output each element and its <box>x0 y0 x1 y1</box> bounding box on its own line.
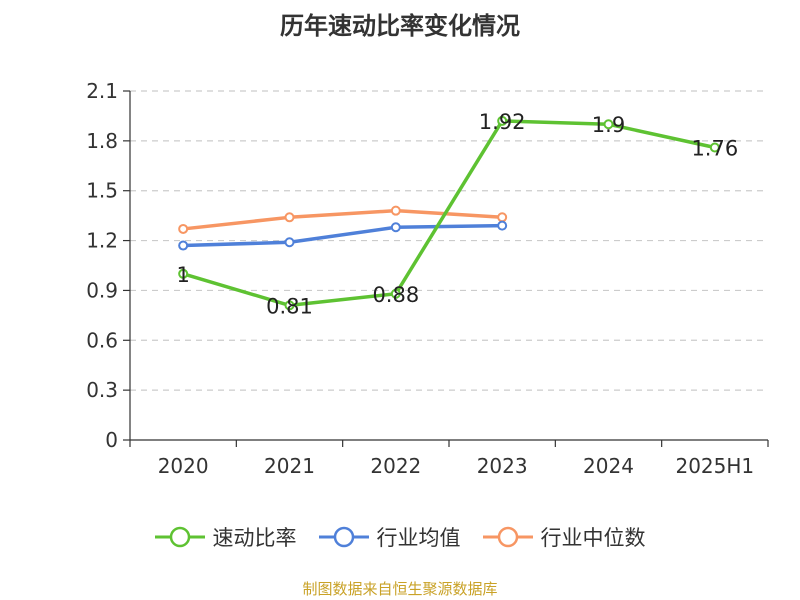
x-tick-label: 2024 <box>583 454 634 478</box>
data-label: 1.76 <box>691 137 738 161</box>
data-label: 1.9 <box>592 113 625 137</box>
legend-label: 行业中位数 <box>540 526 646 550</box>
chart-title: 历年速动比率变化情况 <box>280 12 520 40</box>
legend: 速动比率 行业均值 行业中位数 <box>0 520 800 554</box>
data-point[interactable] <box>390 288 401 299</box>
y-tick-label: 0.6 <box>86 328 118 352</box>
x-tick-label: 2020 <box>158 454 209 478</box>
y-tick-label: 0 <box>105 428 118 452</box>
legend-swatch-icon <box>154 526 205 548</box>
labels-layer: 1 0.81 0.88 1.92 1.9 1.76 <box>176 110 738 318</box>
data-point[interactable] <box>497 212 508 223</box>
data-point[interactable] <box>497 220 508 231</box>
data-point[interactable] <box>390 222 401 233</box>
data-label: 1 <box>176 263 189 287</box>
y-tick-label: 1.5 <box>86 179 118 203</box>
data-point[interactable] <box>178 223 189 234</box>
legend-swatch-icon <box>482 526 533 548</box>
data-point[interactable] <box>284 212 295 223</box>
legend-label: 行业均值 <box>376 526 461 550</box>
legend-item-industry-median[interactable]: 行业中位数 <box>482 522 646 552</box>
data-point[interactable] <box>497 115 508 126</box>
x-tick-label: 2022 <box>370 454 421 478</box>
x-tick-label: 2025H1 <box>675 454 754 478</box>
data-point[interactable] <box>603 119 614 130</box>
y-tick-label: 0.3 <box>86 378 118 402</box>
data-point[interactable] <box>178 268 189 279</box>
axes: 0 0.3 0.6 0.9 1.2 1.5 1.8 2.1 2020 2021 2022 2023 20… <box>86 79 769 478</box>
data-label: 0.81 <box>266 294 313 318</box>
series-line <box>183 223 503 248</box>
series-layer <box>178 115 720 311</box>
legend-item-quick-ratio[interactable]: 速动比率 <box>154 522 297 552</box>
data-point[interactable] <box>178 240 189 251</box>
y-tick-label: 2.1 <box>86 79 118 103</box>
data-point[interactable] <box>284 300 295 311</box>
data-label: 0.88 <box>372 283 419 307</box>
y-tick-label: 1.8 <box>86 129 118 153</box>
data-label: 1.92 <box>479 110 526 134</box>
y-tick-label: 1.2 <box>86 229 118 253</box>
legend-item-industry-mean[interactable]: 行业均值 <box>318 522 461 552</box>
series-line <box>182 208 503 231</box>
series-line <box>182 119 716 308</box>
y-tick-label: 0.9 <box>86 278 118 302</box>
legend-swatch-icon <box>318 526 369 548</box>
x-tick-label: 2023 <box>477 454 528 478</box>
data-point[interactable] <box>390 205 401 216</box>
data-point[interactable] <box>284 237 295 248</box>
legend-label: 速动比率 <box>212 526 297 550</box>
data-point[interactable] <box>709 142 720 153</box>
source-note: 制图数据来自恒生聚源数据库 <box>302 580 498 598</box>
grid-lines <box>130 90 768 391</box>
x-tick-label: 2021 <box>264 454 315 478</box>
